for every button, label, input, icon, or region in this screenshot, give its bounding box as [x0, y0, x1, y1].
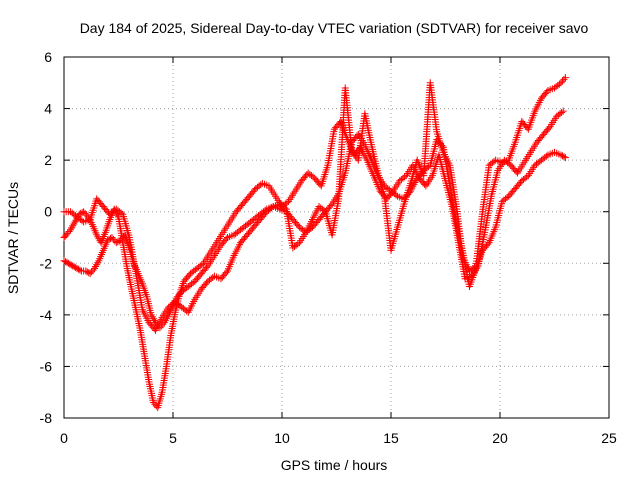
- x-tick-label: 15: [383, 430, 399, 446]
- data-point: [560, 75, 568, 83]
- data-points: [60, 74, 569, 412]
- data-point: [175, 291, 183, 299]
- data-point: [70, 263, 78, 271]
- data-point: [392, 191, 400, 199]
- data-point: [81, 209, 89, 217]
- x-tick-label: 5: [169, 430, 177, 446]
- data-point: [523, 173, 531, 181]
- data-point: [294, 222, 302, 230]
- data-point: [542, 152, 550, 160]
- data-point: [261, 209, 269, 217]
- data-point: [203, 279, 211, 287]
- y-axis-label: SDTVAR / TECUs: [5, 182, 21, 294]
- data-point: [401, 173, 409, 181]
- y-tick-label: -6: [40, 358, 53, 374]
- data-point: [309, 173, 317, 181]
- data-point: [107, 234, 115, 242]
- data-point: [67, 261, 75, 269]
- data-point: [62, 231, 70, 239]
- y-tick-label: 2: [44, 152, 52, 168]
- data-point: [86, 270, 94, 278]
- data-point: [76, 266, 84, 274]
- data-point: [203, 263, 211, 271]
- data-point: [198, 261, 206, 269]
- x-tick-label: 25: [601, 430, 617, 446]
- data-point: [112, 239, 120, 247]
- y-tick-label: -4: [40, 307, 53, 323]
- data-point: [72, 264, 80, 272]
- data-point: [89, 266, 97, 274]
- y-tick-label: 6: [44, 49, 52, 65]
- data-point: [294, 240, 302, 248]
- data-point: [88, 268, 96, 276]
- y-tick-label: 0: [44, 204, 52, 220]
- data-point: [251, 186, 259, 194]
- data-point: [65, 227, 73, 235]
- data-point: [222, 269, 230, 277]
- chart-title: Day 184 of 2025, Sidereal Day-to-day VTE…: [80, 20, 589, 36]
- axis-ticks: [63, 56, 610, 419]
- data-point: [557, 79, 565, 87]
- data-point: [149, 399, 157, 407]
- data-point: [555, 80, 563, 88]
- data-point: [327, 202, 335, 210]
- data-point: [560, 153, 568, 161]
- data-point: [268, 204, 276, 212]
- data-point: [484, 240, 492, 248]
- data-point: [503, 194, 511, 202]
- data-point: [558, 108, 566, 116]
- data-point: [117, 209, 125, 217]
- data-point: [104, 236, 112, 244]
- data-point: [176, 289, 184, 297]
- data-point: [281, 204, 289, 212]
- data-point: [114, 238, 122, 246]
- data-point: [320, 206, 328, 214]
- data-point: [69, 262, 77, 270]
- data-point: [85, 269, 93, 277]
- x-tick-label: 10: [274, 430, 290, 446]
- y-tick-label: -8: [40, 410, 53, 426]
- data-point: [118, 234, 126, 242]
- data-point: [61, 258, 69, 266]
- y-tick-label: 4: [44, 101, 52, 117]
- x-axis-label: GPS time / hours: [281, 457, 388, 473]
- data-point: [75, 265, 83, 273]
- data-point: [151, 400, 159, 408]
- x-tick-label: 20: [492, 430, 508, 446]
- data-point: [60, 257, 68, 265]
- data-point: [561, 154, 569, 162]
- data-point: [189, 279, 197, 287]
- data-point: [80, 208, 88, 216]
- data-point: [545, 124, 553, 132]
- data-point: [283, 199, 291, 207]
- data-point: [559, 107, 567, 115]
- data-point: [558, 152, 566, 160]
- data-point: [66, 260, 74, 268]
- data-point: [78, 209, 86, 217]
- data-point: [64, 229, 72, 237]
- data-point: [185, 271, 193, 279]
- data-point: [63, 258, 71, 266]
- y-tick-label: -2: [40, 255, 53, 271]
- data-point: [109, 235, 117, 243]
- data-point: [558, 77, 566, 85]
- data-point: [173, 293, 181, 301]
- data-point: [108, 234, 116, 241]
- data-point: [82, 267, 90, 275]
- data-point: [470, 263, 478, 271]
- data-point: [117, 236, 125, 244]
- data-point: [557, 151, 565, 159]
- data-point: [64, 259, 72, 267]
- x-tick-labels: 0 5 10 15 20 25: [60, 430, 617, 446]
- y-tick-labels: -8 -6 -4 -2 0 2 4 6: [40, 49, 53, 426]
- data-point: [516, 178, 524, 186]
- data-point: [425, 163, 433, 171]
- x-tick-label: 0: [60, 430, 68, 446]
- data-point: [561, 74, 569, 82]
- data-point: [73, 264, 81, 272]
